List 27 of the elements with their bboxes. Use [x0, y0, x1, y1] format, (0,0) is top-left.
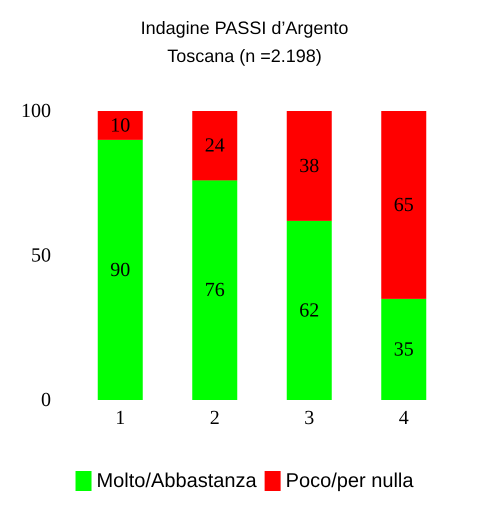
legend-label: Molto/Abbastanza [96, 470, 258, 492]
bar [98, 111, 143, 140]
data-label: 10 [110, 114, 130, 136]
data-label: 90 [110, 258, 130, 281]
bar [381, 298, 426, 400]
bar [192, 111, 238, 180]
x-tick-label: 3 [304, 407, 314, 429]
x-tick-label: 2 [210, 407, 220, 429]
y-tick-label: 0 [41, 389, 51, 411]
data-label: 35 [394, 338, 414, 360]
y-tick-label: 100 [21, 100, 51, 122]
bar [192, 180, 238, 400]
bar [286, 111, 332, 221]
chart-title: Indagine PASSI d’Argento [140, 18, 348, 38]
data-label: 62 [299, 299, 320, 322]
bar [286, 220, 332, 400]
bar [381, 111, 426, 299]
legend-label: Poco/per nulla [286, 470, 414, 492]
x-tick-label: 1 [115, 407, 126, 429]
bar [98, 140, 143, 400]
data-label: 65 [394, 194, 414, 216]
data-label: 24 [204, 134, 225, 157]
data-label: 38 [299, 154, 320, 177]
data-label: 76 [204, 279, 225, 302]
x-tick-label: 4 [398, 407, 409, 429]
y-tick-label: 50 [31, 244, 51, 266]
chart-subtitle: Toscana (n =2.198) [167, 46, 322, 66]
